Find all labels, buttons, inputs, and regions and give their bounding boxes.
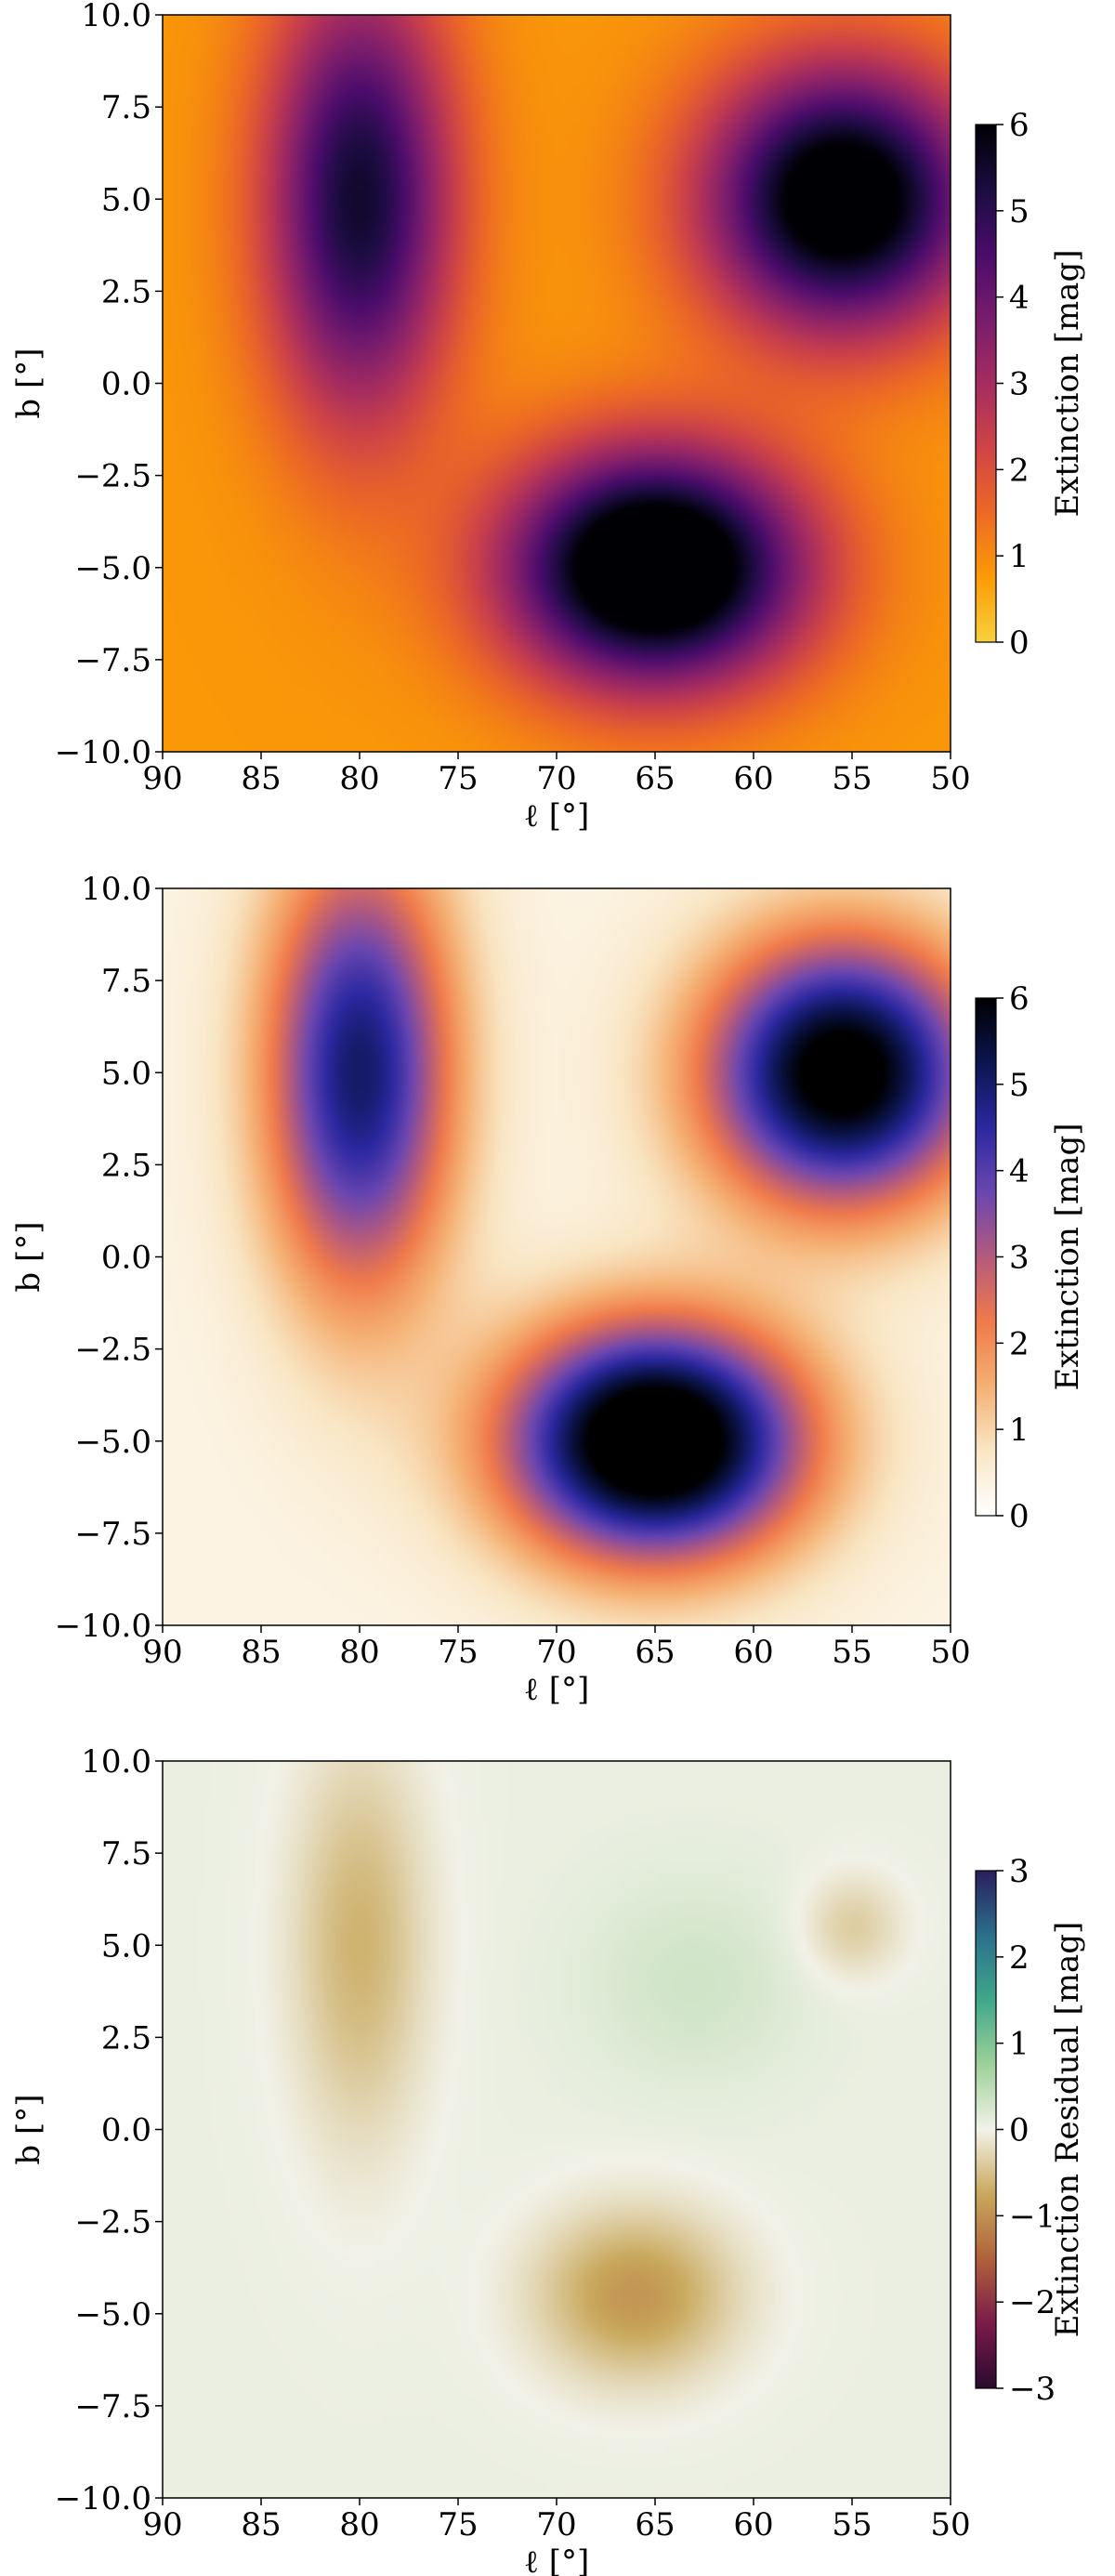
x-axis-label: ℓ [°] [524,1671,590,1708]
x-tick-label: 50 [930,760,970,797]
colorbar [975,1870,997,2389]
panel-2: 90 85 80 75 70 65 60 55 5010.07.55.02.50.0−2.5−5… [10,871,1086,1708]
y-tick-label: 10.0 [81,871,151,908]
y-tick-label: −2.5 [74,458,151,495]
x-tick-label: 90 [142,760,182,797]
y-axis-label: b [°] [10,1221,47,1292]
colorbar-tick-label: 6 [1009,107,1030,144]
x-tick-label: 65 [635,760,675,797]
x-axis-label: ℓ [°] [524,2543,590,2576]
x-tick-label: 75 [438,760,478,797]
y-tick-label: 5.0 [101,1927,151,1965]
heatmap-image [163,888,951,1625]
colorbar-tick-label: 6 [1009,980,1030,1018]
x-tick-label: 85 [241,1634,281,1671]
x-tick-label: 90 [142,2506,182,2543]
y-tick-label: 0.0 [101,366,151,403]
colorbar-tick-label: 3 [1009,366,1030,403]
x-tick-label: 60 [733,760,773,797]
x-tick-label: 90 [142,1634,182,1671]
x-tick-label: 80 [339,1634,379,1671]
colorbar-tick-label: 4 [1009,1153,1030,1190]
y-tick-label: −5.0 [74,550,151,587]
y-tick-label: −7.5 [74,642,151,679]
y-axis-label: b [°] [10,2094,47,2164]
colorbar-tick-label: 1 [1009,538,1030,575]
y-tick-label: 5.0 [101,1055,151,1092]
panel-3: 90 85 80 75 70 65 60 55 50 10.0 7.5 5.0 2.5 0.0 −2.5 −5… [10,1743,1086,2576]
colorbar-tick-label: 3 [1009,1853,1030,1890]
colorbar [975,997,997,1517]
y-tick-label: 7.5 [101,1835,151,1873]
x-axis-label: ℓ [°] [524,797,590,835]
y-tick-label: 2.5 [101,2019,151,2057]
colorbar-tick-label: −2 [1009,2284,1056,2321]
colorbar-label: Extinction [mag] [1049,250,1086,518]
x-tick-label: 50 [930,2506,970,2543]
colorbar-tick-label: 5 [1009,1067,1030,1104]
y-tick-label: 10.0 [81,0,151,34]
x-tick-label: 65 [635,1634,675,1671]
y-tick-label: 5.0 [101,181,151,218]
colorbar-tick-label: −1 [1009,2198,1056,2235]
y-tick-label: 0.0 [101,2112,151,2149]
colorbar-tick-label: 2 [1009,1939,1030,1977]
colorbar [975,124,997,643]
colorbar-tick-label: 1 [1009,2026,1030,2063]
y-tick-label: −7.5 [74,1516,151,1553]
y-tick-label: −10.0 [55,1608,151,1645]
y-tick-label: 7.5 [101,89,151,126]
y-tick-label: −5.0 [74,2296,151,2333]
colorbar-tick-label: 2 [1009,452,1030,489]
heatmap-image [163,15,951,752]
y-axis-label: b [°] [10,348,47,418]
panel-1: 90 85 80 75 70 65 60 55 5010.07.55.02.50.0−2.5−5… [10,0,1086,835]
x-tick-label: 55 [832,2506,872,2543]
y-tick-label: 7.5 [101,963,151,1000]
y-tick-label: −2.5 [74,1332,151,1369]
colorbar-tick-label: 4 [1009,280,1030,317]
colorbar-tick-label: −3 [1009,2371,1056,2408]
x-tick-label: 80 [339,760,379,797]
y-tick-label: −7.5 [74,2388,151,2425]
x-tick-label: 85 [241,2506,281,2543]
x-tick-label: 70 [536,2506,576,2543]
colorbar-label: Extinction [mag] [1049,1124,1086,1391]
y-tick-label: −10.0 [55,2480,151,2517]
y-tick-label: −2.5 [74,2204,151,2241]
colorbar-tick-label: 2 [1009,1325,1030,1362]
heatmap-image [163,1761,951,2498]
x-tick-label: 65 [635,2506,675,2543]
x-tick-label: 70 [536,1634,576,1671]
x-tick-label: 85 [241,760,281,797]
y-tick-label: 2.5 [101,1147,151,1184]
x-tick-label: 75 [438,1634,478,1671]
colorbar-tick-label: 0 [1009,2112,1030,2149]
y-tick-label: −5.0 [74,1424,151,1461]
x-tick-label: 80 [339,2506,379,2543]
x-tick-label: 60 [733,1634,773,1671]
colorbar-tick-label: 0 [1009,624,1030,662]
colorbar-tick-label: 0 [1009,1498,1030,1535]
y-tick-label: 0.0 [101,1240,151,1277]
x-tick-label: 55 [832,1634,872,1671]
colorbar-tick-label: 3 [1009,1240,1030,1277]
x-tick-label: 70 [536,760,576,797]
x-tick-label: 60 [733,2506,773,2543]
y-tick-label: 10.0 [81,1743,151,1781]
colorbar-tick-label: 1 [1009,1412,1030,1449]
x-tick-label: 55 [832,760,872,797]
x-tick-label: 50 [930,1634,970,1671]
colorbar-tick-label: 5 [1009,193,1030,230]
y-tick-label: −10.0 [55,734,151,771]
y-tick-label: 2.5 [101,273,151,310]
colorbar-label: Extinction Residual [mag] [1049,1922,1086,2338]
x-tick-label: 75 [438,2506,478,2543]
